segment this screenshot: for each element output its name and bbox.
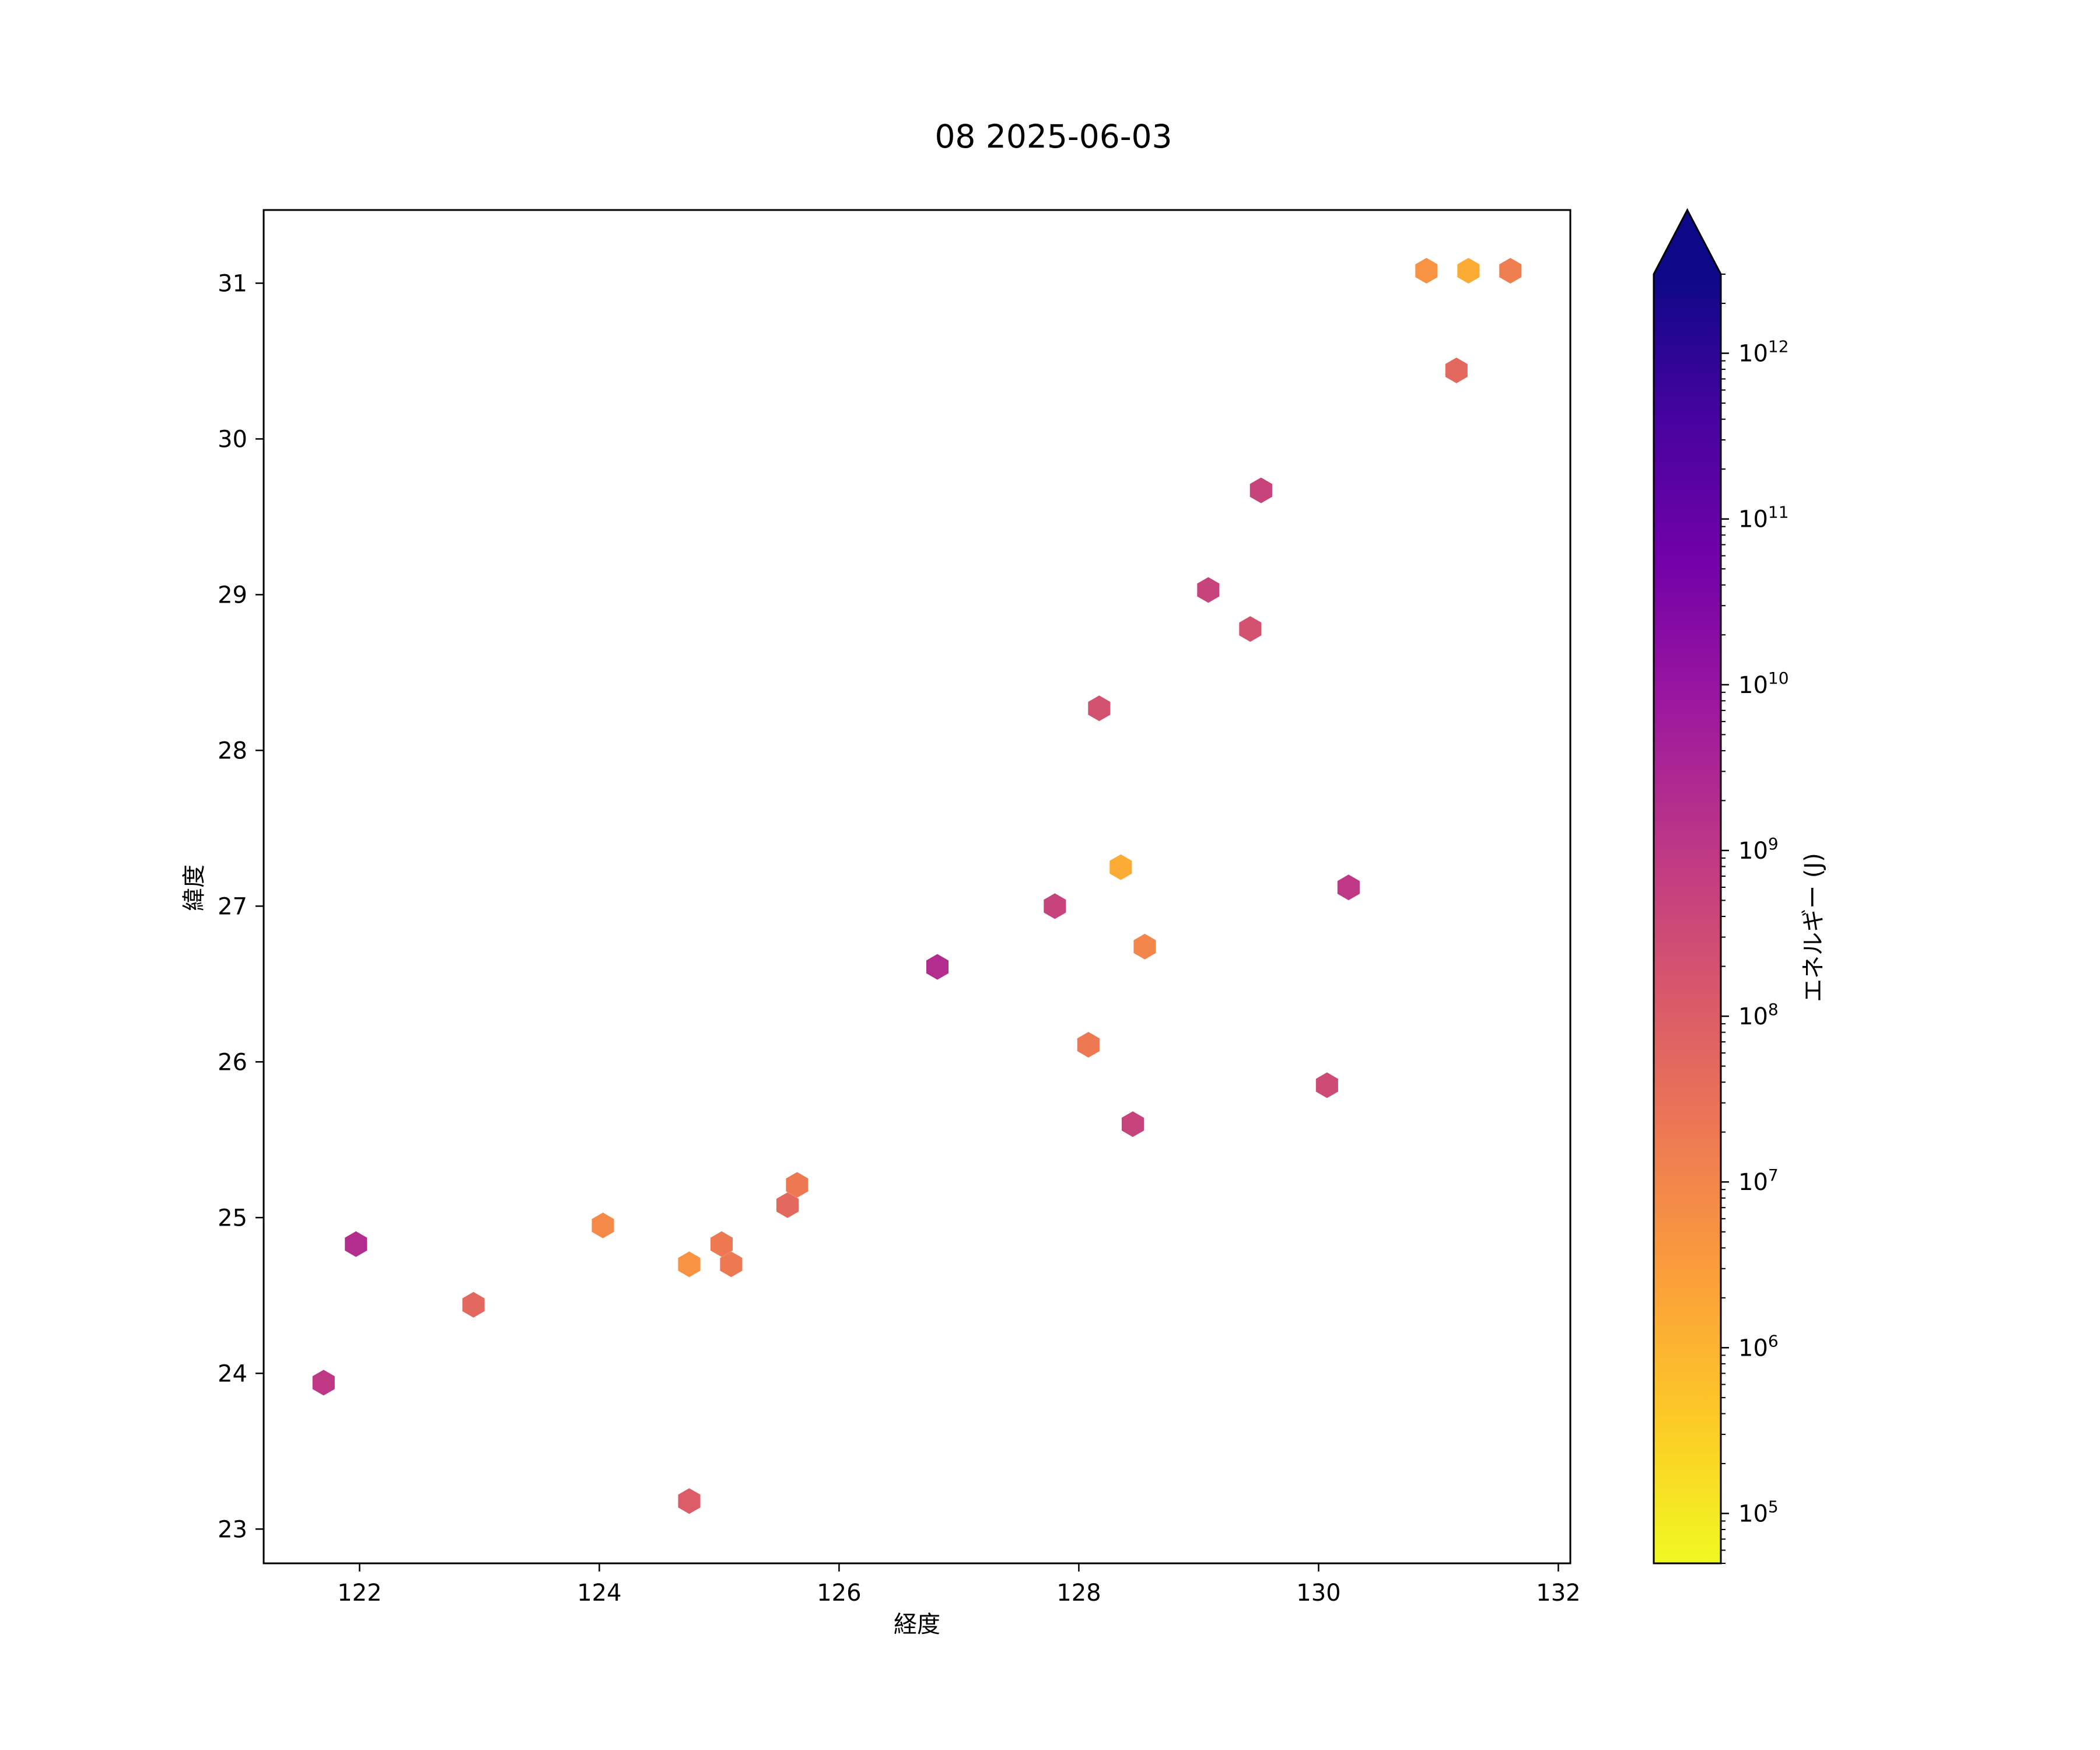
data-point <box>1499 258 1522 284</box>
data-point <box>1121 1111 1144 1138</box>
data-point <box>1315 1072 1338 1098</box>
data-point <box>926 954 949 980</box>
y-tick-label: 26 <box>218 1049 247 1076</box>
data-point <box>720 1251 743 1278</box>
colorbar-extend-arrow <box>1654 210 1721 274</box>
colorbar-tick-label: 108 <box>1738 1000 1779 1030</box>
data-point <box>462 1292 485 1318</box>
data-point <box>1337 874 1360 901</box>
colorbar-body <box>1654 274 1721 1563</box>
plot-frame <box>262 209 1572 1564</box>
colorbar-outline <box>1653 208 1722 1564</box>
chart-title: 08 2025-06-03 <box>935 118 1172 155</box>
colorbar-label: エネルギー (J) <box>1800 853 1827 1002</box>
colorbar-tick-label: 1011 <box>1738 503 1789 533</box>
colorbar-tick-label: 107 <box>1738 1166 1779 1196</box>
data-point <box>345 1231 368 1257</box>
data-point <box>776 1192 799 1218</box>
data-point <box>1415 258 1438 284</box>
x-tick-label: 132 <box>1536 1580 1580 1606</box>
y-tick-label: 30 <box>218 426 247 453</box>
colorbar-tick-label: 106 <box>1738 1331 1779 1362</box>
y-tick-label: 31 <box>218 270 247 297</box>
data-point <box>1077 1032 1100 1058</box>
x-axis-title: 経度 <box>894 1611 940 1638</box>
plot-area: 122 124 126 128 130 132 23 24 25 26 27 28 29 30 31 <box>218 209 1581 1606</box>
colorbar-ticks: 105 106 107 108 109 1010 1011 1012 <box>1721 274 1789 1564</box>
x-tick-label: 128 <box>1056 1580 1101 1606</box>
y-tick-label: 29 <box>218 582 247 608</box>
x-tick-label: 124 <box>577 1580 621 1606</box>
data-point <box>1110 854 1132 880</box>
colorbar: 105 106 107 108 109 1010 1011 1012 エネルギー (J) <box>1653 208 1827 1564</box>
data-point <box>1133 933 1156 960</box>
colorbar-tick-label: 1010 <box>1738 668 1789 699</box>
y-axis: 23 24 25 26 27 28 29 30 31 <box>218 270 264 1543</box>
data-point <box>1088 695 1111 722</box>
y-tick-label: 23 <box>218 1516 247 1543</box>
data-point <box>786 1172 808 1198</box>
data-point <box>710 1231 733 1257</box>
data-point <box>1457 258 1480 284</box>
x-tick-label: 130 <box>1296 1580 1340 1606</box>
y-axis-title: 緯度 <box>181 864 208 911</box>
y-tick-label: 24 <box>218 1360 247 1387</box>
colorbar-tick-label: 105 <box>1738 1497 1779 1527</box>
data-point <box>1239 616 1262 642</box>
scatter-markers <box>312 258 1522 1514</box>
data-point <box>1445 358 1468 383</box>
x-tick-label: 122 <box>337 1580 382 1606</box>
y-tick-label: 28 <box>218 737 247 764</box>
colorbar-tick-label: 1012 <box>1738 337 1789 368</box>
data-point <box>1197 577 1220 603</box>
data-point <box>1044 893 1066 919</box>
data-point <box>312 1370 335 1396</box>
data-point <box>678 1488 701 1514</box>
data-point <box>592 1212 614 1238</box>
data-point <box>678 1251 701 1278</box>
y-tick-label: 27 <box>218 893 247 920</box>
x-tick-label: 126 <box>817 1580 861 1606</box>
colorbar-tick-label: 109 <box>1738 834 1779 864</box>
y-tick-label: 25 <box>218 1205 247 1231</box>
x-axis: 122 124 126 128 130 132 <box>337 1563 1581 1606</box>
data-point <box>1250 477 1272 503</box>
